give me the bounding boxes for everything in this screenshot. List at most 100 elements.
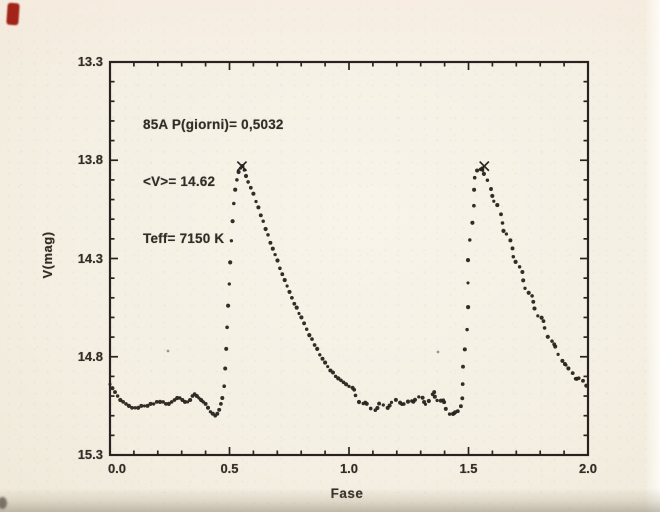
data-point <box>517 265 522 269</box>
data-point <box>541 319 546 323</box>
data-point <box>268 240 273 245</box>
data-point <box>472 203 476 208</box>
x-tick-label: 1.0 <box>339 461 359 476</box>
annotation-star-period: 85A P(giorni)= 0,5032 <box>143 117 284 132</box>
x-tick-label: 1.5 <box>459 461 478 476</box>
data-point <box>261 219 265 223</box>
data-point <box>520 270 525 274</box>
data-point <box>389 400 394 404</box>
data-point <box>285 284 289 288</box>
data-point <box>532 306 537 311</box>
data-point <box>152 402 156 406</box>
data-point <box>381 403 385 407</box>
data-point <box>460 382 465 386</box>
data-point <box>226 303 231 308</box>
data-point <box>263 226 268 232</box>
y-tick-label: 13.3 <box>77 54 103 69</box>
x-tick-label: 0.0 <box>107 461 127 476</box>
data-point <box>278 266 282 271</box>
data-point <box>164 402 168 406</box>
data-point <box>108 382 112 386</box>
data-point <box>282 278 287 283</box>
data-point <box>401 402 406 406</box>
data-point <box>235 178 239 182</box>
data-point <box>126 403 131 408</box>
data-point <box>294 305 299 310</box>
data-point <box>472 175 477 180</box>
data-point <box>297 311 301 316</box>
data-point <box>139 403 144 408</box>
data-point <box>142 404 146 408</box>
data-point <box>356 399 362 405</box>
x-tick-label: 0.5 <box>220 461 239 476</box>
data-point <box>166 401 171 406</box>
data-point <box>302 321 307 326</box>
data-point <box>426 398 431 404</box>
data-point <box>443 406 448 411</box>
data-point <box>466 281 470 285</box>
data-point <box>344 382 349 387</box>
data-point <box>246 180 250 184</box>
data-point <box>157 399 163 404</box>
data-point <box>292 301 297 306</box>
scan-speck <box>166 349 170 353</box>
data-point <box>460 396 465 401</box>
data-point <box>472 187 477 192</box>
data-point <box>133 406 137 410</box>
data-point <box>215 411 220 416</box>
data-point <box>307 333 312 338</box>
data-point <box>228 260 233 265</box>
data-point <box>310 337 314 341</box>
data-point <box>447 412 452 416</box>
data-point <box>526 290 531 295</box>
data-point <box>465 327 469 332</box>
data-point <box>275 258 280 263</box>
data-point <box>470 220 475 225</box>
peak-x-marker <box>479 160 490 172</box>
data-point <box>387 403 392 408</box>
data-point <box>178 396 182 400</box>
data-point <box>254 199 258 204</box>
data-point <box>270 246 275 251</box>
data-point <box>336 376 341 381</box>
data-point <box>118 397 123 403</box>
annotation-block: 85A P(giorni)= 0,5032 <V>= 14.62 Teff= 7… <box>143 77 284 286</box>
data-point <box>500 221 505 225</box>
data-point <box>220 396 225 400</box>
data-point <box>154 399 159 404</box>
plot-ink-layer <box>108 60 590 457</box>
data-point <box>290 295 294 300</box>
data-point <box>461 364 465 369</box>
data-point <box>531 299 536 304</box>
data-point <box>161 400 165 404</box>
data-point <box>465 258 471 263</box>
data-point <box>243 173 249 179</box>
data-point <box>539 315 544 320</box>
data-point <box>550 339 554 343</box>
data-point <box>499 212 503 217</box>
data-point <box>224 346 229 351</box>
data-point <box>560 358 565 363</box>
data-point <box>115 394 120 398</box>
data-point <box>432 390 437 395</box>
data-point <box>523 286 527 290</box>
data-point <box>545 334 550 339</box>
data-point <box>124 402 128 406</box>
data-point <box>256 205 261 210</box>
data-point <box>203 401 208 406</box>
data-point <box>490 193 495 198</box>
data-point <box>584 383 589 388</box>
data-point <box>435 398 439 403</box>
data-point <box>320 356 325 361</box>
data-point <box>462 347 467 352</box>
data-point <box>368 406 373 411</box>
data-point <box>331 370 335 375</box>
y-tick-label: 15.3 <box>77 447 103 462</box>
data-point <box>248 185 253 190</box>
data-point <box>432 394 437 399</box>
data-point <box>273 252 277 257</box>
data-point <box>412 397 418 402</box>
data-point <box>495 203 500 208</box>
